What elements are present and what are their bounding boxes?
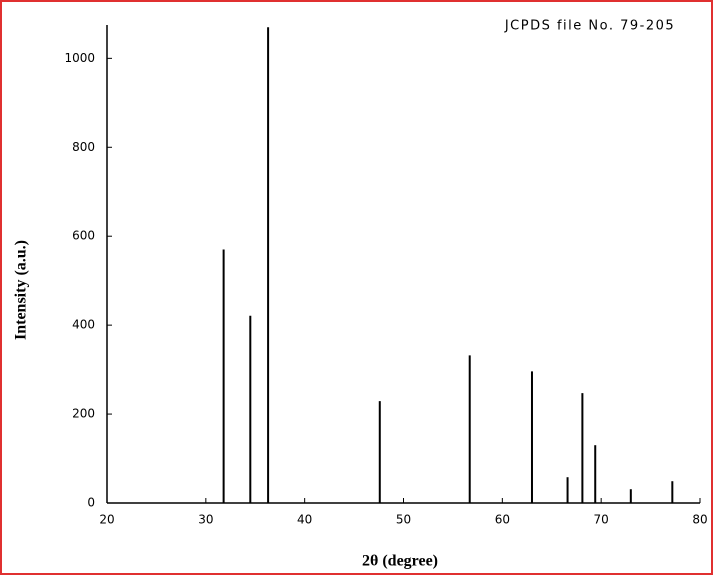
y-tick-label: 400 [72, 318, 95, 332]
x-tick-label: 30 [198, 513, 213, 527]
y-tick-label: 800 [72, 140, 95, 154]
x-tick-label: 40 [297, 513, 312, 527]
x-tick-label: 50 [396, 513, 411, 527]
annotation: JCPDS file No. 79-205 [504, 19, 675, 34]
y-tick-label: 0 [87, 496, 95, 510]
y-tick-label: 200 [72, 407, 95, 421]
x-axis-label: 2θ (degree) [362, 553, 438, 570]
y-axis-label: Intensity (a.u.) [13, 240, 30, 340]
x-tick-label: 80 [692, 513, 707, 527]
x-tick-label: 70 [594, 513, 609, 527]
x-tick-label: 20 [99, 513, 114, 527]
y-tick-label: 600 [72, 229, 95, 243]
x-tick-label: 60 [495, 513, 510, 527]
y-tick-label: 1000 [64, 51, 95, 65]
